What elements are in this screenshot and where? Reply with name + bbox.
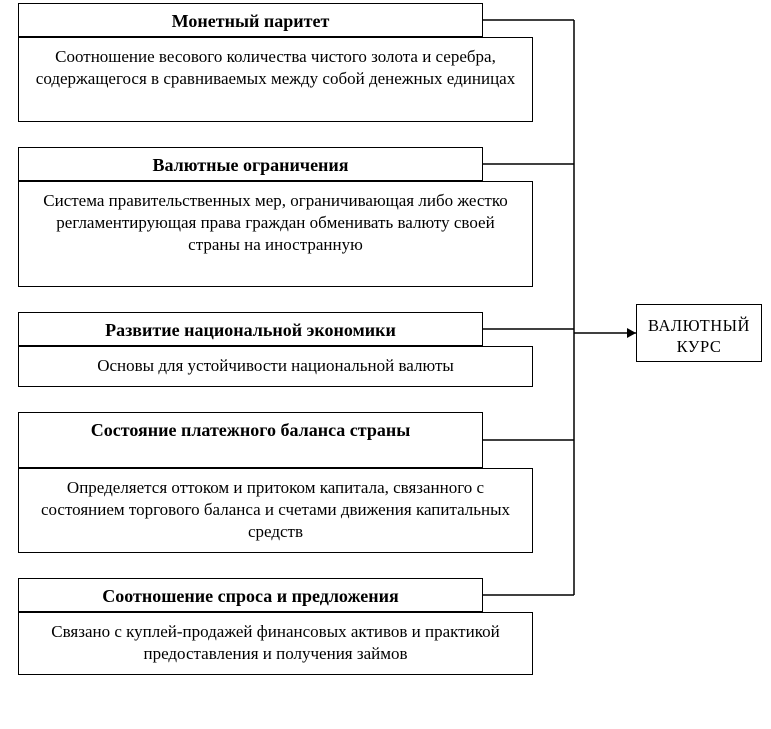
block-title-4: Состояние платежного баланса страны [18, 412, 483, 468]
block-desc-3: Основы для устойчивости национальной вал… [18, 346, 533, 387]
block-desc-1: Соотношение весового количества чистого … [18, 37, 533, 122]
block-desc-5: Связано с куплей-продажей финансовых акт… [18, 612, 533, 675]
block-title-3: Развитие национальной экономики [18, 312, 483, 346]
target-line1: ВАЛЮТНЫЙ [648, 316, 750, 335]
block-title-5: Соотношение спроса и предложения [18, 578, 483, 612]
target-line2: КУРС [677, 337, 722, 356]
block-title-2: Валютные ограничения [18, 147, 483, 181]
block-desc-2: Система правительственных мер, ограничив… [18, 181, 533, 287]
block-desc-4: Определяется оттоком и притоком капитала… [18, 468, 533, 553]
target-box-valyutnyy-kurs: ВАЛЮТНЫЙ КУРС [636, 304, 762, 362]
block-title-1: Монетный паритет [18, 3, 483, 37]
